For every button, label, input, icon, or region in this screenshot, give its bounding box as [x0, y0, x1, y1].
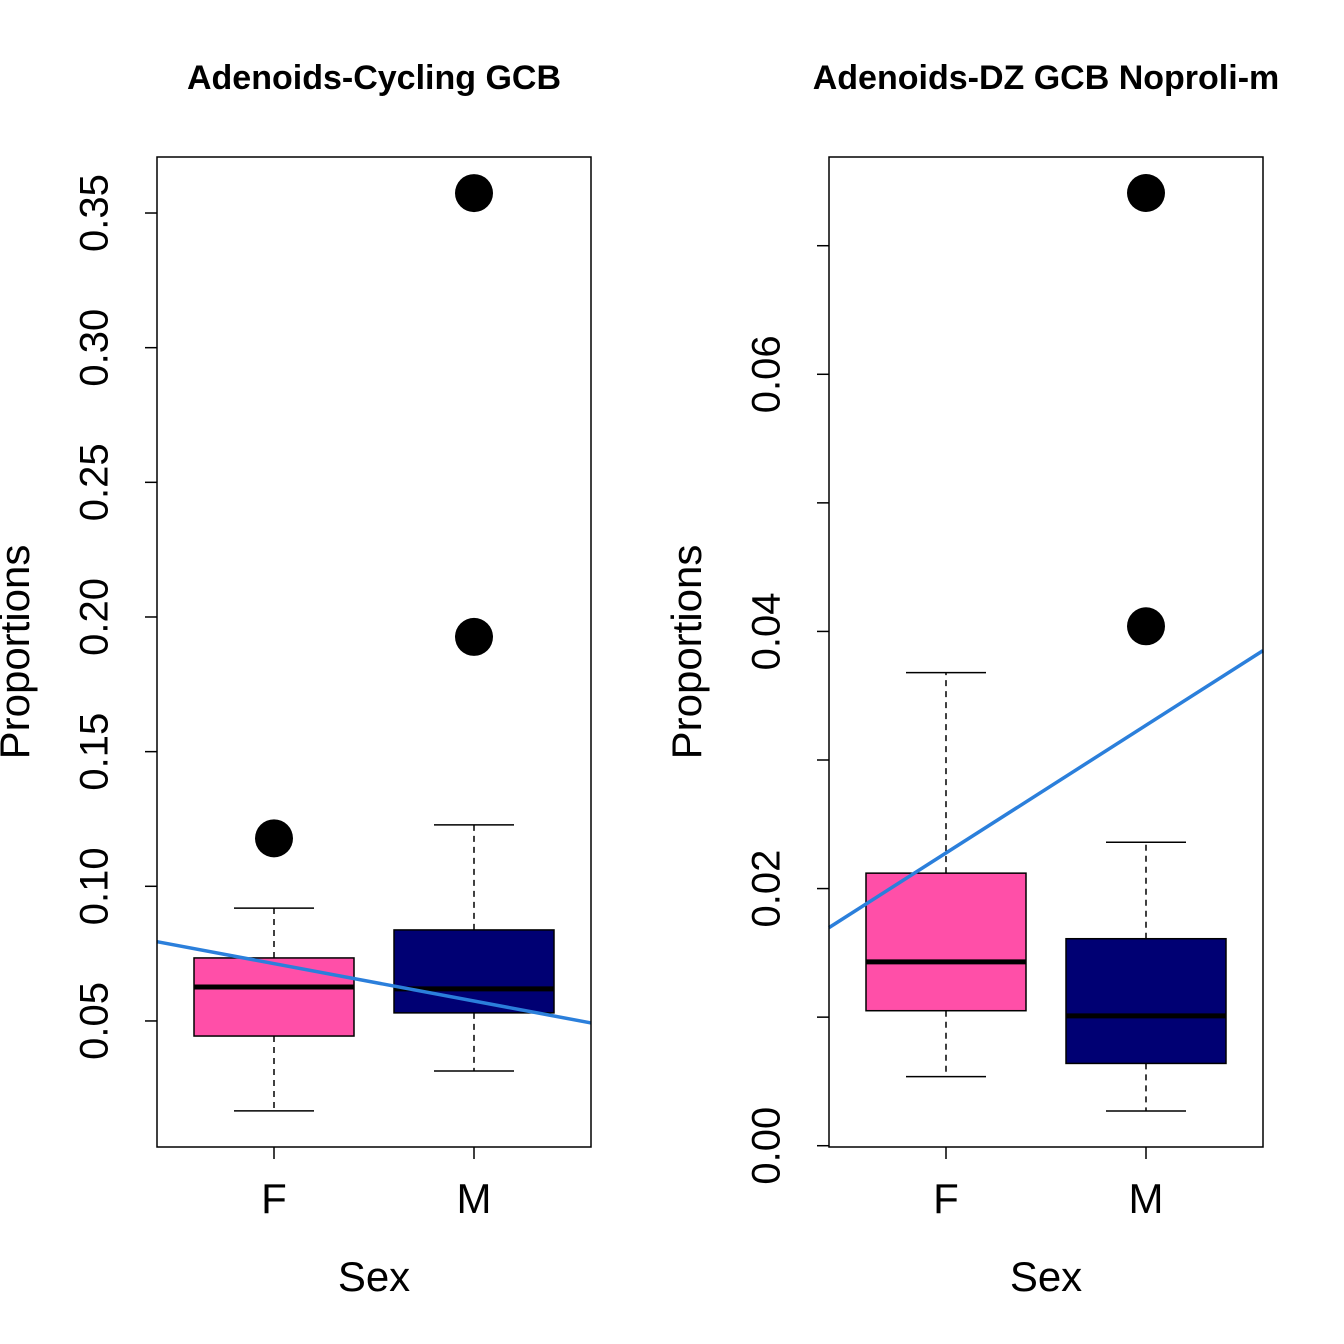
box	[393, 929, 555, 1014]
outlier	[1127, 607, 1165, 646]
y-axis-label: Proportions	[0, 545, 38, 760]
box	[193, 957, 355, 1037]
y-tick-label: 0.10	[73, 847, 117, 925]
y-tick-label: 0.02	[745, 850, 789, 928]
x-axis-label: Sex	[338, 1253, 410, 1300]
box	[1065, 937, 1227, 1065]
y-tick-label: 0.04	[745, 592, 789, 670]
y-axis-label: Proportions	[663, 545, 710, 760]
outlier	[455, 617, 493, 656]
x-tick-label: F	[933, 1175, 959, 1222]
x-tick-label: M	[457, 1175, 492, 1222]
y-tick-label: 0.05	[73, 982, 117, 1060]
chart-title: Adenoids-DZ GCB Noproli-m	[813, 59, 1280, 97]
chart-title: Adenoids-Cycling GCB	[187, 59, 561, 97]
trend-line	[156, 939, 592, 1025]
plot-frame	[828, 156, 1264, 1148]
outlier	[255, 819, 293, 858]
y-tick-label: 0.15	[73, 713, 117, 791]
y-tick-label: 0.35	[73, 174, 117, 252]
y-tick-label: 0.25	[73, 443, 117, 521]
outlier	[455, 174, 493, 213]
y-tick-label: 0.06	[745, 335, 789, 413]
x-tick-label: M	[1129, 1175, 1164, 1222]
x-tick-label: F	[261, 1175, 287, 1222]
y-tick-label: 0.30	[73, 309, 117, 387]
y-tick-label: 0.00	[745, 1107, 789, 1185]
trend-line	[828, 649, 1264, 930]
x-axis-label: Sex	[1010, 1253, 1082, 1300]
outlier	[1127, 174, 1165, 212]
y-tick-label: 0.20	[73, 578, 117, 656]
box	[865, 872, 1027, 1012]
plot-frame	[156, 156, 592, 1148]
